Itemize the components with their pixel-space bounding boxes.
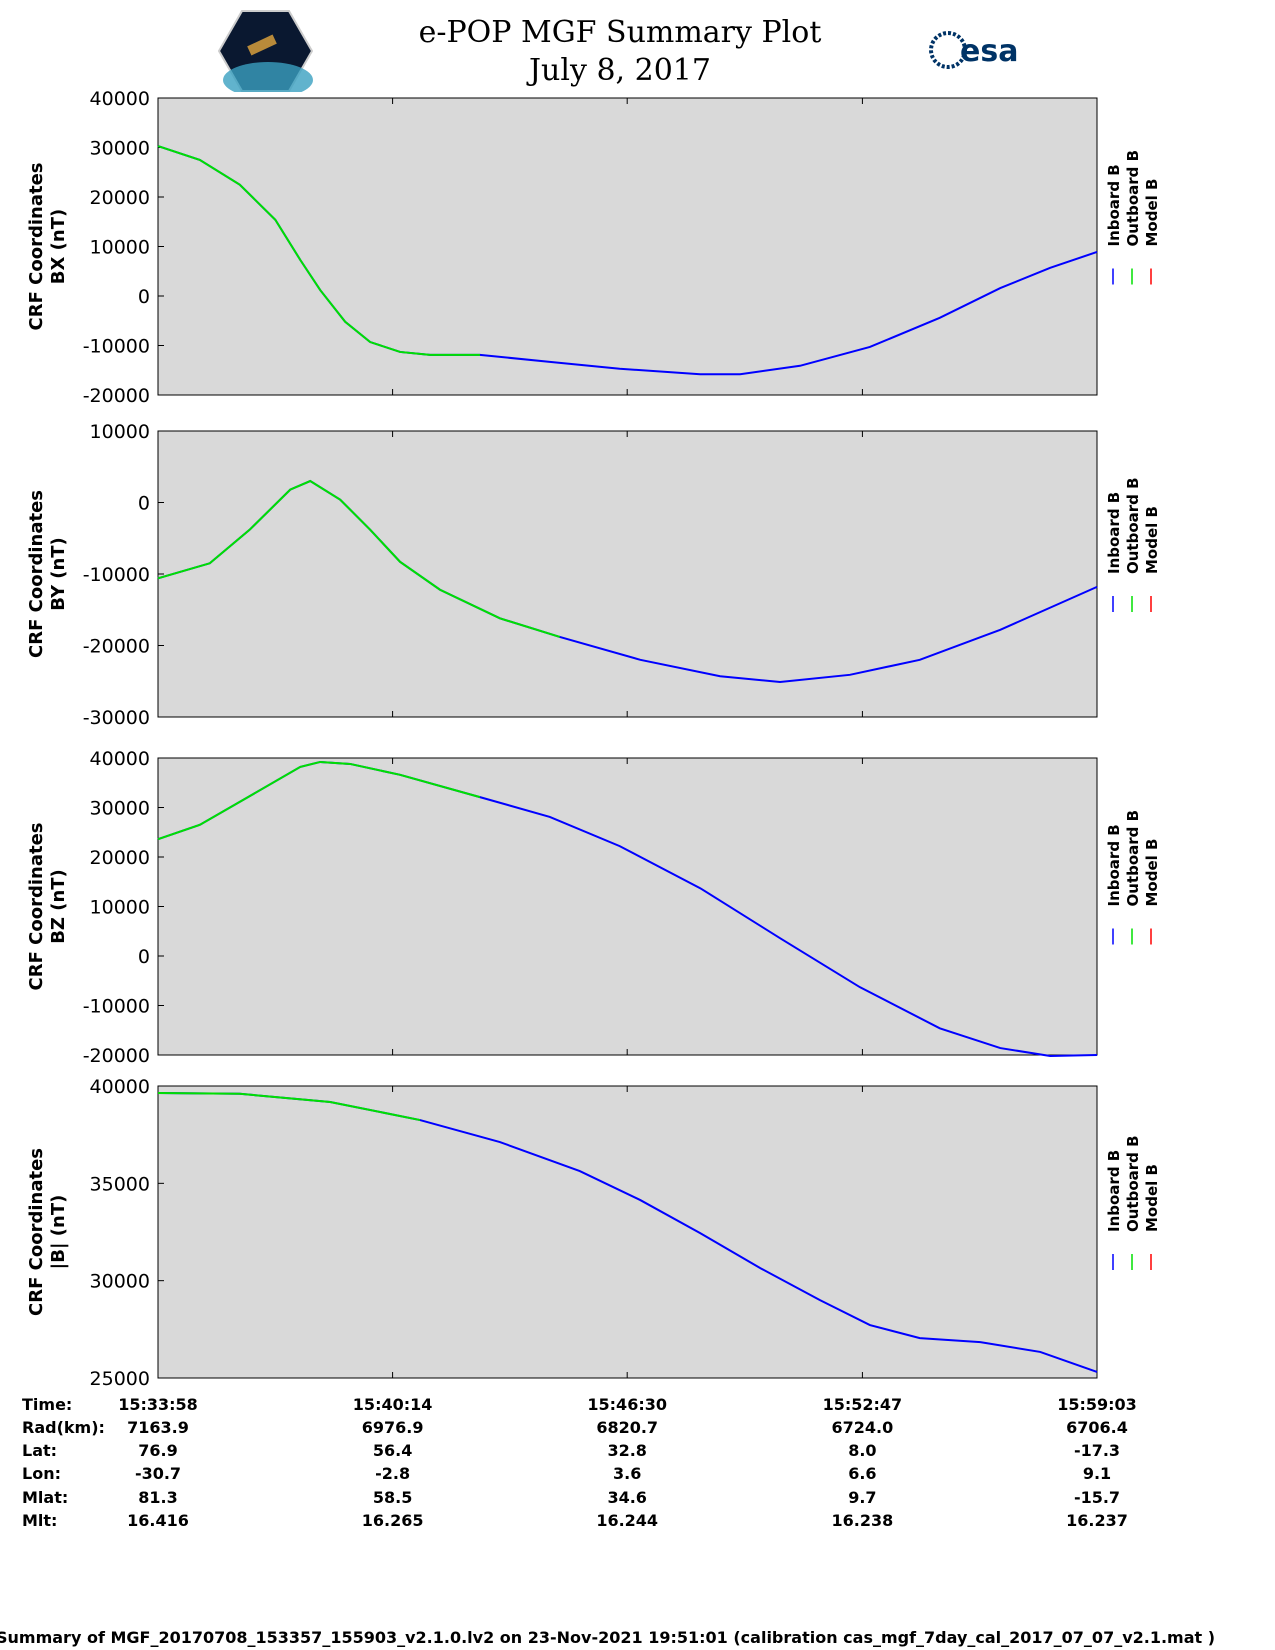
table-cell: 6820.7 — [596, 1418, 659, 1437]
legend-label: Inboard B — [1105, 492, 1123, 574]
table-cell: 34.6 — [607, 1488, 647, 1507]
plot-area — [157, 97, 1098, 396]
table-cell: 16.416 — [127, 1511, 189, 1530]
series-outboard-b — [157, 479, 561, 638]
table-cell: 16.238 — [831, 1511, 894, 1530]
title-text: e-POP MGF Summary Plot — [418, 15, 822, 50]
y-tick-label: 10000 — [90, 421, 150, 443]
y-tick-label: 40000 — [90, 748, 150, 770]
legend-label: Inboard B — [1105, 824, 1123, 906]
legend-label: Outboard B — [1124, 150, 1142, 247]
table-cell: 56.4 — [372, 1441, 413, 1460]
table-cell: 32.8 — [607, 1441, 647, 1460]
plot-area — [157, 430, 1098, 718]
legend-label: Model B — [1143, 506, 1161, 574]
y-tick-label: -20000 — [83, 1045, 150, 1067]
y-tick-label: 0 — [138, 946, 150, 968]
y-tick-label: -30000 — [83, 707, 150, 729]
y-tick-label: 35000 — [90, 1173, 150, 1195]
legend-label: Outboard B — [1124, 810, 1142, 907]
svg-text:esa: esa — [960, 34, 1018, 69]
legend-label: Inboard B — [1105, 1150, 1123, 1232]
legend-label: Inboard B — [1105, 164, 1123, 246]
y-tick-label: 30000 — [90, 1271, 150, 1293]
y-axis-label: CRF CoordinatesBY (nT) — [26, 490, 69, 658]
table-cell: 7163.9 — [127, 1418, 189, 1437]
cassiope-logo — [218, 10, 313, 92]
legend-label: Model B — [1143, 1164, 1161, 1232]
series-outboard-b — [157, 760, 481, 841]
table-cell: -2.8 — [375, 1464, 411, 1483]
y-tick-label: -20000 — [83, 385, 150, 407]
legend-label: Model B — [1143, 179, 1161, 247]
y-axis-label: CRF CoordinatesBZ (nT) — [26, 823, 69, 991]
table-cell: 16.244 — [596, 1511, 659, 1530]
row-label: Time: — [22, 1395, 73, 1414]
table-cell: 15:52:47 — [822, 1395, 903, 1414]
row-label: Rad(km): — [22, 1418, 105, 1437]
panel-2: 10000 0 -10000 -20000 -30000 CRF CoordinatesB… — [26, 421, 1161, 729]
y-tick-label: 0 — [138, 286, 150, 308]
title-date: July 8, 2017 — [529, 53, 711, 88]
table-cell: 9.7 — [848, 1488, 877, 1507]
y-axis-label: CRF Coordinates|B| (nT) — [26, 1148, 69, 1316]
y-tick-label: 25000 — [90, 1368, 150, 1390]
table-cell: 15:33:58 — [118, 1395, 198, 1414]
table-cell: 8.0 — [848, 1441, 877, 1460]
table-cell: 16.237 — [1066, 1511, 1128, 1530]
table-cell: 6706.4 — [1066, 1418, 1128, 1437]
y-tick-label: 40000 — [90, 1076, 150, 1098]
footer-text: Summary of MGF_20170708_153357_155903_v2… — [0, 1628, 1216, 1647]
table-cell: 6724.0 — [831, 1418, 894, 1437]
panel-1: 40000 30000 20000 10000 0 -10000 -20000 CRF Coo… — [26, 88, 1161, 407]
table-cell: 15:40:14 — [352, 1395, 433, 1414]
legend-label: Model B — [1143, 839, 1161, 907]
row-label: Mlt: — [22, 1511, 58, 1530]
table-cell: -15.7 — [1073, 1488, 1121, 1507]
y-tick-label: 20000 — [90, 847, 150, 869]
y-tick-label: 20000 — [90, 187, 150, 209]
table-cell: 81.3 — [138, 1488, 178, 1507]
table-cell: 15:46:30 — [587, 1395, 667, 1414]
y-tick-label: -10000 — [83, 996, 150, 1018]
table-cell: -17.3 — [1073, 1441, 1121, 1460]
chart-title: e-POP MGF Summary Plot July 8, 2017 — [380, 14, 860, 90]
table-cell: 76.9 — [138, 1441, 178, 1460]
y-tick-label: 10000 — [90, 237, 150, 259]
row-label: Lon: — [22, 1464, 61, 1483]
y-tick-label: 30000 — [90, 138, 150, 160]
table-cell: 58.5 — [372, 1488, 413, 1507]
y-tick-label: -10000 — [83, 336, 150, 358]
y-tick-label: -20000 — [83, 636, 150, 658]
panel-3: 40000 30000 20000 10000 0 -10000 -20000 CRF Coo… — [26, 748, 1161, 1067]
series-outboard-b — [157, 145, 480, 356]
y-tick-label: 10000 — [90, 897, 150, 919]
row-label: Lat: — [22, 1441, 58, 1460]
y-tick-label: -10000 — [83, 564, 150, 586]
legend-label: Outboard B — [1124, 477, 1142, 574]
table-cell: 6976.9 — [361, 1418, 424, 1437]
table-cell: 16.265 — [361, 1511, 424, 1530]
legend-label: Outboard B — [1124, 1135, 1142, 1232]
table-cell: 6.6 — [848, 1464, 877, 1483]
plot-area — [157, 1085, 1098, 1379]
y-axis-label: CRF CoordinatesBX (nT) — [26, 163, 69, 331]
y-tick-label: 30000 — [90, 798, 150, 820]
table-cell: 9.1 — [1082, 1464, 1112, 1483]
panel-4: 40000 35000 30000 25000 CRF Coordinates|B| (… — [26, 1076, 1161, 1390]
table-cell: -30.7 — [134, 1464, 182, 1483]
table-cell: 15:59:03 — [1057, 1395, 1137, 1414]
y-tick-label: 0 — [138, 493, 150, 515]
esa-logo: esa — [929, 31, 1018, 69]
row-label: Mlat: — [22, 1488, 69, 1507]
y-tick-label: 40000 — [90, 88, 150, 110]
table-cell: 3.6 — [613, 1464, 642, 1483]
series-outboard-b — [157, 1092, 421, 1122]
plot-area — [157, 757, 1098, 1056]
